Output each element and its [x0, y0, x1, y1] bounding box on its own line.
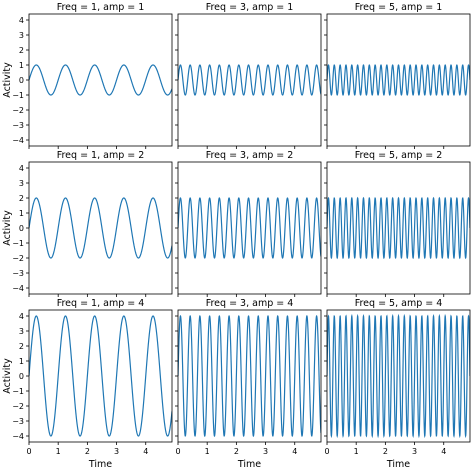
x-tick-label: 0	[175, 447, 180, 456]
y-tick-label: 1	[19, 61, 24, 70]
axes-frame	[28, 309, 173, 443]
y-tick-label: 0	[19, 76, 24, 85]
series-line	[178, 64, 321, 96]
x-tick-label: 0	[26, 447, 31, 456]
y-tick-label: 2	[19, 342, 24, 351]
x-tick-label: 2	[383, 447, 388, 456]
series-line	[29, 197, 172, 259]
axes-frame	[28, 13, 173, 147]
y-tick-label: 2	[19, 194, 24, 203]
x-tick-label: 3	[114, 447, 119, 456]
y-tick-label: −3	[12, 417, 24, 426]
y-tick-label: 3	[19, 327, 24, 336]
y-tick-label: 0	[19, 224, 24, 233]
y-tick-label: −1	[12, 239, 24, 248]
x-tick-label: 4	[441, 447, 446, 456]
x-tick-label: 1	[205, 447, 210, 456]
series-line	[178, 197, 321, 259]
x-tick-label: 1	[56, 447, 61, 456]
y-tick-label: −2	[12, 254, 24, 263]
panel-title: Freq = 1, amp = 2	[57, 150, 145, 161]
series-line	[327, 196, 470, 260]
x-axis-label: Time	[386, 459, 410, 470]
panel-title: Freq = 1, amp = 4	[57, 298, 145, 309]
x-tick-label: 4	[292, 447, 297, 456]
x-tick-label: 4	[143, 447, 148, 456]
series-line	[29, 64, 172, 96]
y-tick-label: −4	[12, 136, 24, 145]
series-line	[178, 315, 321, 437]
x-tick-label: 2	[85, 447, 90, 456]
panel-title: Freq = 1, amp = 1	[57, 2, 145, 13]
panel-title: Freq = 5, amp = 1	[355, 2, 443, 13]
x-tick-label: 3	[263, 447, 268, 456]
x-axis-label: Time	[237, 459, 261, 470]
y-tick-label: 0	[19, 372, 24, 381]
x-tick-label: 3	[412, 447, 417, 456]
y-tick-label: 1	[19, 357, 24, 366]
y-axis-label: Activity	[2, 62, 13, 98]
panel-title: Freq = 5, amp = 4	[355, 298, 443, 309]
y-tick-label: −4	[12, 432, 24, 441]
axes-frame	[326, 161, 471, 295]
y-axis-label: Activity	[2, 358, 13, 394]
x-axis-label: Time	[88, 459, 112, 470]
series-line	[29, 315, 172, 437]
y-tick-label: −2	[12, 106, 24, 115]
y-tick-label: 4	[19, 164, 24, 173]
panel-title: Freq = 3, amp = 2	[206, 150, 294, 161]
x-tick-label: 0	[324, 447, 329, 456]
y-tick-label: 4	[19, 312, 24, 321]
y-tick-label: 3	[19, 179, 24, 188]
y-tick-label: −1	[12, 387, 24, 396]
series-line	[327, 313, 470, 439]
series-line	[327, 64, 470, 96]
y-tick-label: −4	[12, 284, 24, 293]
y-tick-label: −1	[12, 91, 24, 100]
axes-frame	[326, 13, 471, 147]
y-tick-label: 1	[19, 209, 24, 218]
x-tick-label: 2	[234, 447, 239, 456]
x-tick-label: 1	[354, 447, 359, 456]
panel-title: Freq = 5, amp = 2	[355, 150, 443, 161]
axes-frame	[28, 161, 173, 295]
y-tick-label: −3	[12, 121, 24, 130]
y-tick-label: 4	[19, 16, 24, 25]
y-tick-label: 2	[19, 46, 24, 55]
panel-title: Freq = 3, amp = 1	[206, 2, 294, 13]
y-tick-label: −2	[12, 402, 24, 411]
panel-title: Freq = 3, amp = 4	[206, 298, 294, 309]
y-tick-label: −3	[12, 269, 24, 278]
y-axis-label: Activity	[2, 210, 13, 246]
y-tick-label: 3	[19, 31, 24, 40]
